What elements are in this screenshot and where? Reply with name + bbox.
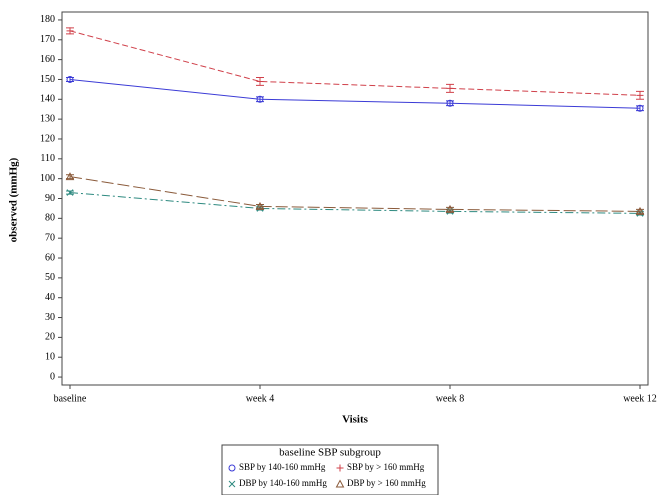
y-tick-label: 120 [40, 133, 55, 144]
series-line [69, 30, 641, 96]
y-tick-label: 20 [45, 332, 55, 343]
marker [66, 75, 74, 83]
x-axis-label: Visits [342, 414, 369, 426]
series-line [69, 176, 641, 212]
marker [256, 95, 264, 103]
series-line [69, 78, 641, 109]
y-tick-label: 180 [40, 14, 55, 25]
marker [66, 27, 74, 35]
y-tick-label: 0 [50, 371, 55, 382]
y-tick-label: 60 [45, 252, 55, 263]
y-tick-label: 50 [45, 272, 55, 283]
marker [445, 204, 455, 213]
y-tick-label: 40 [45, 292, 55, 303]
error-bar [256, 96, 264, 103]
marker [335, 479, 345, 488]
marker [256, 77, 264, 85]
y-tick-label: 10 [45, 352, 55, 363]
y-tick-label: 110 [40, 153, 55, 164]
y-tick-label: 30 [45, 312, 55, 323]
x-tick-label: baseline [54, 393, 87, 404]
error-bar [446, 100, 454, 107]
marker [446, 84, 454, 92]
marker [228, 464, 236, 472]
x-tick-label: week 12 [623, 393, 657, 404]
legend-label: SBP by > 160 mmHg [347, 462, 425, 472]
legend-box [221, 444, 439, 495]
marker [636, 104, 644, 112]
error-bar [636, 105, 644, 112]
y-tick-label: 90 [45, 193, 55, 204]
series-line [69, 192, 641, 214]
legend-label: DBP by 140-160 mmHg [239, 478, 327, 488]
y-tick-label: 140 [40, 94, 55, 105]
y-axis-label: observed (mmHg) [8, 157, 20, 242]
marker [255, 201, 265, 210]
marker [228, 480, 236, 488]
y-tick-label: 70 [45, 232, 55, 243]
marker [446, 99, 454, 107]
marker [66, 189, 74, 196]
y-tick-label: 130 [40, 113, 55, 124]
legend-label: DBP by > 160 mmHg [347, 478, 426, 488]
y-tick-label: 160 [40, 54, 55, 65]
marker [635, 206, 645, 215]
y-tick-label: 80 [45, 213, 55, 224]
marker [636, 91, 644, 99]
marker [65, 172, 75, 181]
y-tick-label: 170 [40, 34, 55, 45]
legend-title: baseline SBP subgroup [279, 447, 381, 459]
x-tick-label: week 8 [436, 393, 465, 404]
legend-label: SBP by 140-160 mmHg [239, 462, 326, 472]
y-tick-label: 150 [40, 74, 55, 85]
plot-frame [61, 11, 649, 386]
marker [336, 464, 344, 472]
y-tick-label: 100 [40, 173, 55, 184]
x-tick-label: week 4 [246, 393, 275, 404]
